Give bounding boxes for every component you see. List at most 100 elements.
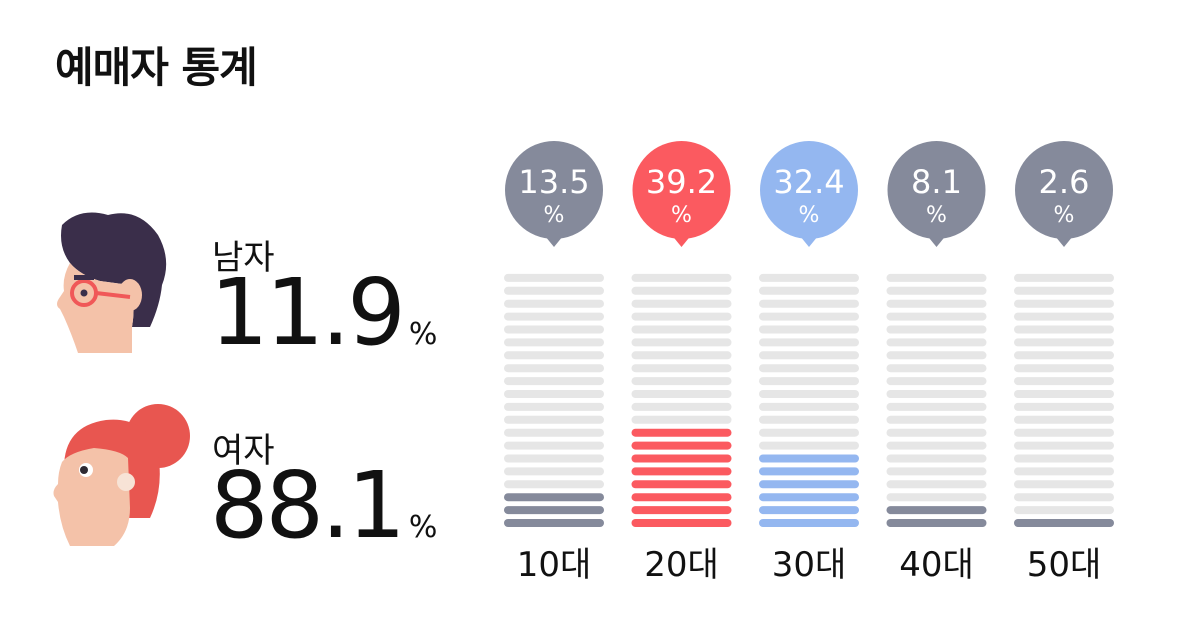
page-title: 예매자 통계 <box>55 43 258 92</box>
bar-segment-track <box>886 454 987 463</box>
bar-segment-track <box>759 390 859 398</box>
value-badge-pointer <box>927 236 946 247</box>
female-stat: 여자 88.1% <box>0 398 480 568</box>
value-badge-pointer <box>672 236 691 247</box>
data-label-value: 2.6 <box>1039 163 1090 201</box>
bar-segment-track <box>886 312 987 321</box>
age-distribution-chart: 13.5% 10대 39.2% 20대 32.4% 30대 8.1% 40대 2.6% 50대 <box>504 141 1114 585</box>
bar-segment-track <box>759 338 859 347</box>
data-label-unit: % <box>544 203 565 228</box>
male-percentage: 11.9% <box>210 267 437 359</box>
bar-segment-track <box>886 402 987 411</box>
bar-segment-track <box>504 351 604 360</box>
bar-segment-track <box>504 325 604 334</box>
bar-segment-track <box>886 364 987 373</box>
bar-segment-track <box>631 273 732 282</box>
bar-segment-track <box>631 286 732 295</box>
bar-segment-track <box>504 286 604 295</box>
bar-segment-filled <box>759 506 859 515</box>
bar-segment-track <box>1014 286 1114 295</box>
bar-segment-track <box>504 428 604 437</box>
bar-segment-track <box>504 377 604 386</box>
bar-segment-track <box>504 299 604 308</box>
bar-segment-track <box>631 299 732 308</box>
bar-segment-track <box>631 390 732 398</box>
bar-segment-track <box>631 377 732 386</box>
bar-segment-track <box>631 338 732 347</box>
bar-segment-track <box>886 325 987 334</box>
bar-segment-track <box>504 402 604 411</box>
bar-segment-track <box>504 273 604 282</box>
bar-segment-track <box>1014 325 1114 334</box>
data-label-unit: % <box>926 203 947 228</box>
male-stat: 남자 11.9% <box>0 205 480 375</box>
data-label-unit: % <box>1054 203 1075 228</box>
x-tick-label: 20대 <box>644 545 719 585</box>
bar-segment-filled <box>631 454 732 463</box>
bar-segment-track <box>504 454 604 463</box>
bar-segment-track <box>504 480 604 489</box>
value-badge <box>505 141 603 239</box>
bar-segment-track <box>886 480 987 489</box>
data-label-value: 13.5 <box>518 163 589 201</box>
value-badge <box>632 141 731 239</box>
bar-segment-track <box>886 467 987 476</box>
bar-segment-filled <box>631 467 732 476</box>
bar-segment-filled <box>886 519 987 527</box>
bar-segment-filled <box>631 480 732 489</box>
bar-segment-track <box>504 364 604 373</box>
bar-segment-track <box>1014 338 1114 347</box>
bar-segment-track <box>1014 467 1114 476</box>
bar-segment-filled <box>631 441 732 450</box>
bar-segment-filled <box>504 506 604 515</box>
bar-segment-track <box>886 286 987 295</box>
bar-segment-filled <box>886 506 987 515</box>
value-badge-pointer <box>1055 236 1073 247</box>
bar-segment-filled <box>1014 519 1114 527</box>
bar-segment-track <box>886 299 987 308</box>
bar-segment-track <box>631 402 732 411</box>
male-value: 11.9 <box>210 259 406 366</box>
bar-segment-filled <box>759 454 859 463</box>
x-tick-label: 50대 <box>1027 545 1102 585</box>
bar-segment-filled <box>504 493 604 502</box>
bar-segment-track <box>759 325 859 334</box>
value-badge <box>760 141 858 239</box>
bar-segment-track <box>1014 390 1114 398</box>
bar-segment-track <box>759 286 859 295</box>
male-unit: % <box>408 317 438 352</box>
bar-segment-track <box>1014 402 1114 411</box>
bar-segment-track <box>759 441 859 450</box>
bar-segment-track <box>886 415 987 424</box>
bar-segment-filled <box>759 480 859 489</box>
bar-segment-filled <box>504 519 604 527</box>
bar-segment-track <box>631 325 732 334</box>
data-label-value: 8.1 <box>911 163 962 201</box>
bar-segment-track <box>1014 351 1114 360</box>
bar-segment-track <box>759 428 859 437</box>
bar-segment-track <box>759 415 859 424</box>
bar-segment-track <box>759 402 859 411</box>
bar-segment-track <box>1014 454 1114 463</box>
bar-segment-track <box>759 364 859 373</box>
female-avatar-icon <box>53 404 190 546</box>
bar-segment-track <box>886 338 987 347</box>
bar-segment-track <box>1014 441 1114 450</box>
bar-segment-track <box>886 441 987 450</box>
bar-segment-track <box>504 415 604 424</box>
bar-segment-track <box>886 273 987 282</box>
bar-segment-track <box>504 338 604 347</box>
bar-segment-track <box>886 377 987 386</box>
bar-segment-track <box>886 351 987 360</box>
data-label-value: 39.2 <box>646 163 717 201</box>
bar-segment-track <box>631 312 732 321</box>
bar-segment-track <box>504 467 604 476</box>
data-label-unit: % <box>671 203 692 228</box>
bar-segment-track <box>504 441 604 450</box>
bar-segment-track <box>1014 377 1114 386</box>
male-avatar-icon <box>57 212 167 353</box>
x-tick-label: 10대 <box>517 545 592 585</box>
bar-segment-track <box>1014 415 1114 424</box>
bar-segment-track <box>886 390 987 398</box>
data-label-unit: % <box>799 203 820 228</box>
